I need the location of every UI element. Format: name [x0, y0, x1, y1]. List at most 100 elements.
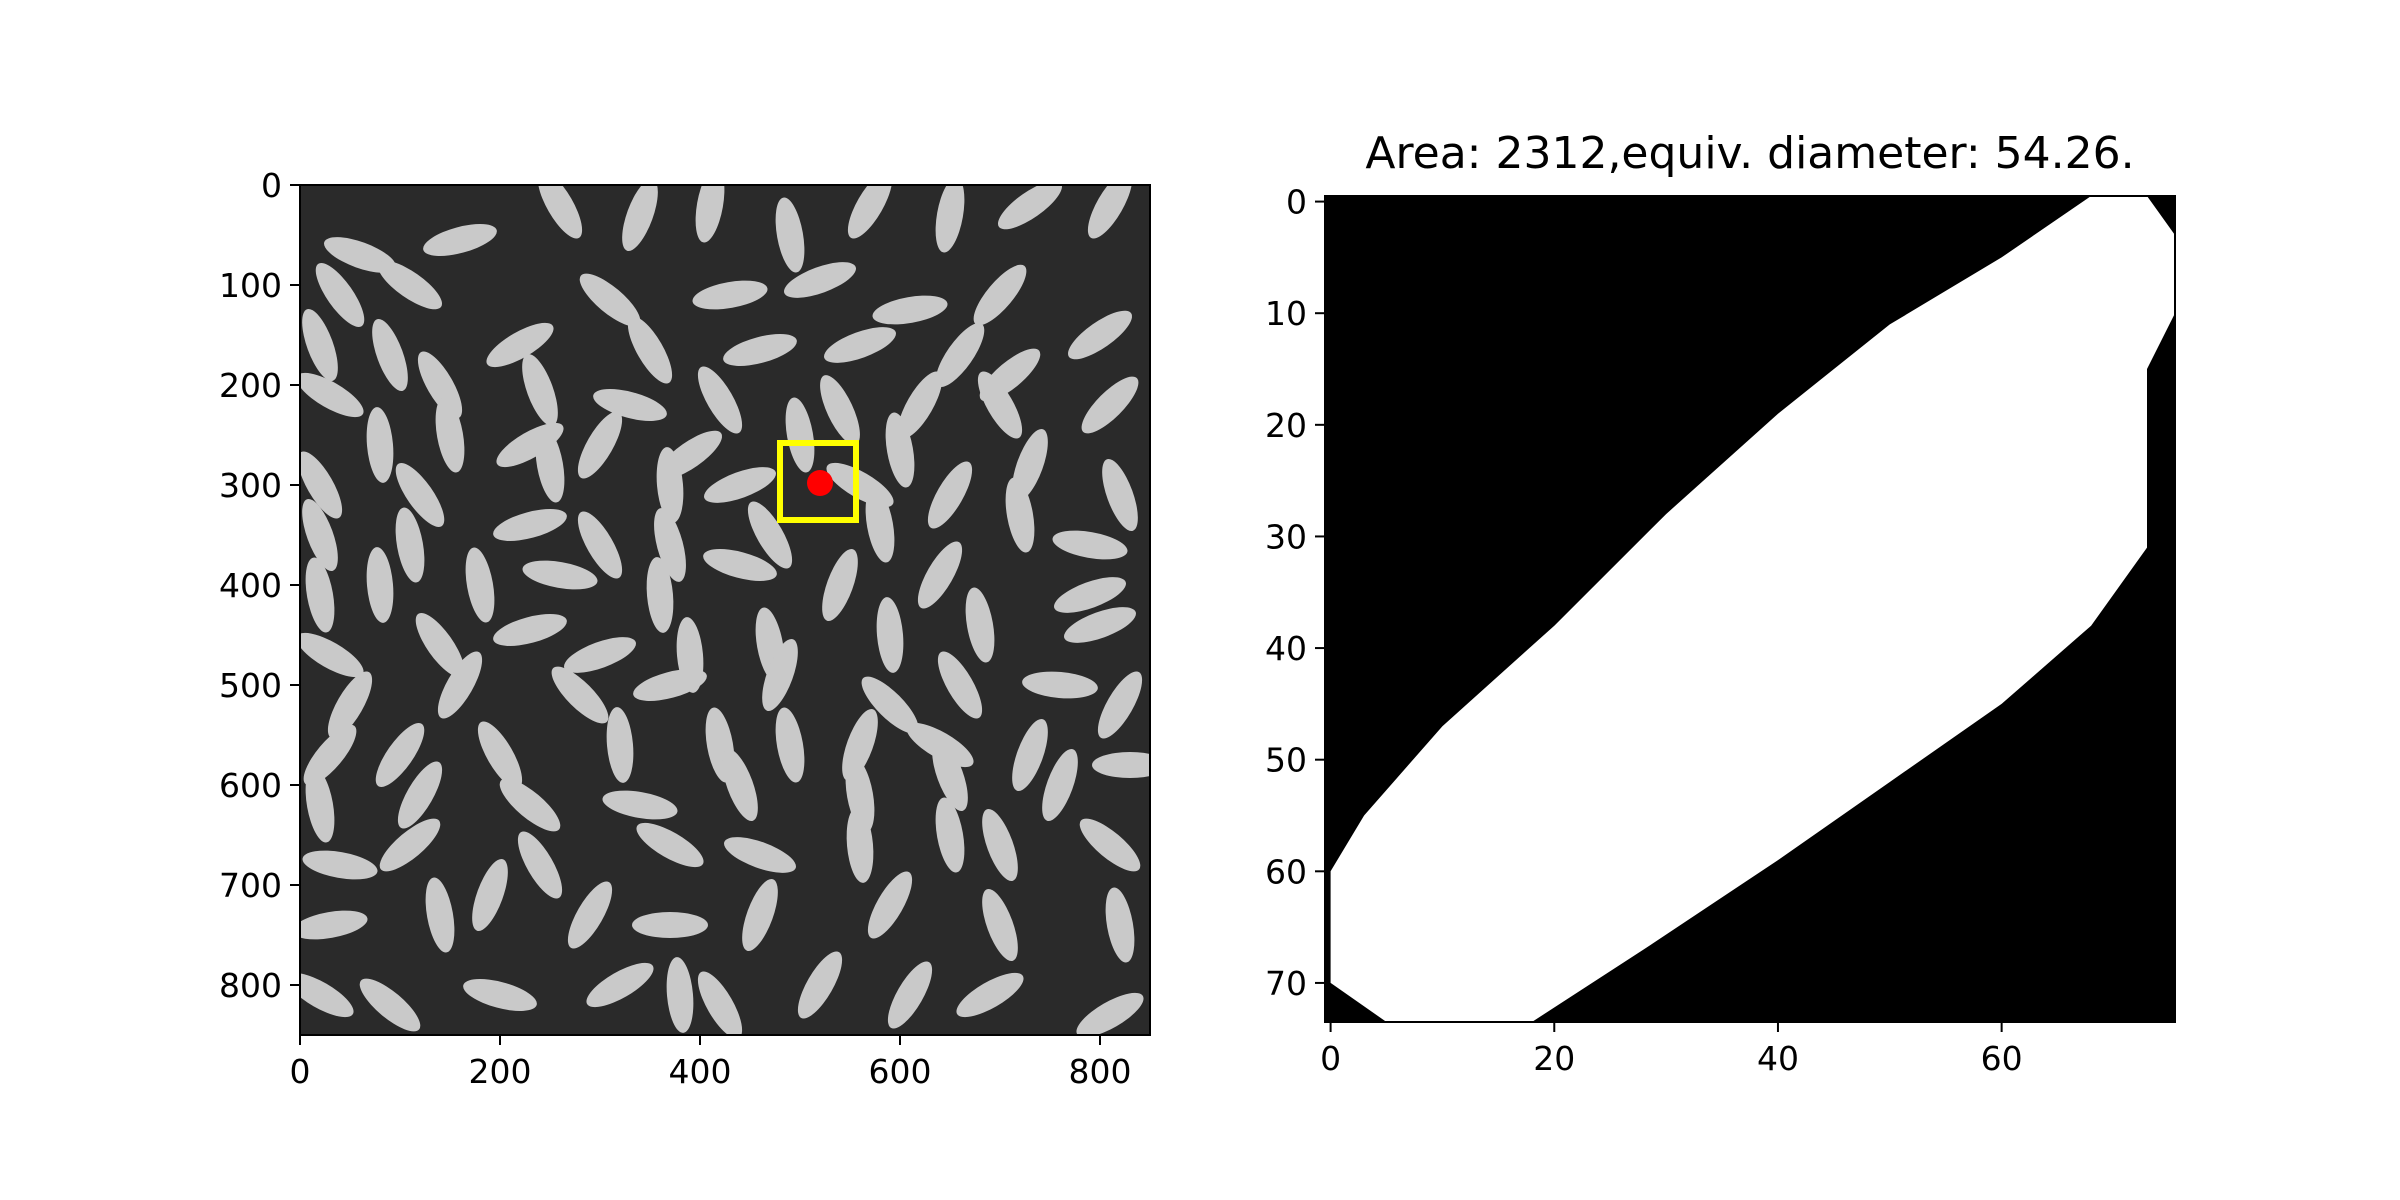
rice-grain: [723, 334, 797, 366]
image-panel: 0 200 400 600 800 0 100 200 300 400 500 600 700 800: [219, 166, 1151, 1091]
y-tick-label: 30: [1265, 517, 1307, 556]
rice-grain: [622, 185, 658, 251]
y-tick-label: 200: [219, 366, 282, 405]
rice-grain: [762, 639, 798, 711]
rice-grain: [522, 560, 598, 590]
rice-grain: [822, 549, 858, 621]
rice-grain: [593, 389, 667, 421]
rice-grain: [824, 327, 896, 363]
rice-grain: [425, 877, 455, 953]
x-tick-label: 200: [469, 1052, 532, 1091]
y-tick-label: 0: [261, 166, 282, 205]
rice-grain: [535, 427, 565, 503]
rice-grain: [606, 707, 634, 783]
rice-grain: [302, 309, 338, 381]
rice-grain: [300, 910, 368, 940]
mask-panel: Area: 2312,equiv. diameter: 54.26. 0 20 40…: [1265, 128, 2176, 1078]
rice-grain: [1105, 887, 1135, 963]
rice-grain: [463, 979, 537, 1011]
rice-grain: [417, 351, 463, 419]
rice-grain: [1054, 577, 1126, 613]
rice-grain: [785, 397, 815, 473]
rice-grain: [1042, 749, 1078, 821]
rice-grain: [377, 260, 443, 310]
rice-grain: [784, 262, 856, 298]
x-tick-label: 0: [1320, 1039, 1341, 1078]
rice-grain: [602, 790, 678, 820]
rice-grain: [315, 262, 365, 328]
x-tick-label: 0: [290, 1052, 311, 1091]
mask-title: Area: 2312,equiv. diameter: 54.26.: [1365, 128, 2134, 179]
rice-grain: [697, 971, 743, 1035]
rice-grain: [300, 632, 364, 678]
rice-grain: [932, 739, 968, 811]
rice-grain: [1012, 719, 1048, 791]
rice-grain: [305, 767, 335, 843]
x-tick-label: 400: [669, 1052, 732, 1091]
rice-grain: [551, 666, 609, 724]
rice-grain: [366, 407, 394, 483]
x-axis-ticks: 0 20 40 60: [1320, 1022, 2023, 1078]
rice-grain: [973, 264, 1027, 326]
rice-grain: [867, 871, 913, 939]
rice-grain: [956, 972, 1024, 1018]
rice-grain: [477, 721, 523, 789]
rice-grain: [437, 651, 483, 719]
rice-grain: [302, 850, 378, 880]
rice-grain: [359, 978, 421, 1032]
y-tick-label: 700: [219, 866, 282, 905]
rice-grain: [300, 451, 343, 519]
rice-grain: [327, 671, 373, 739]
rice-grain: [820, 375, 860, 445]
rice-grain: [703, 549, 777, 581]
y-tick-label: 20: [1265, 406, 1307, 445]
rice-grain: [747, 501, 793, 569]
rice-grain: [537, 185, 583, 239]
rice-grain: [1064, 607, 1136, 643]
rice-grain: [965, 587, 995, 663]
mask-region: [1330, 196, 2175, 1022]
y-tick-label: 50: [1265, 741, 1307, 780]
rice-grain: [1087, 185, 1133, 239]
rice-grain: [897, 371, 943, 439]
x-tick-label: 800: [1069, 1052, 1132, 1091]
rice-grain: [977, 371, 1023, 439]
rice-grain: [697, 366, 743, 434]
y-tick-label: 60: [1265, 852, 1307, 891]
rice-grain: [876, 597, 904, 673]
y-tick-label: 600: [219, 766, 282, 805]
rice-grain: [577, 411, 623, 479]
x-tick-label: 40: [1757, 1039, 1799, 1078]
rice-grain: [1079, 818, 1141, 872]
rice-grain: [861, 676, 919, 734]
y-tick-label: 500: [219, 666, 282, 705]
rice-grain: [935, 322, 985, 388]
y-tick-label: 300: [219, 466, 282, 505]
rice-grain: [982, 889, 1018, 961]
rice-grain: [982, 809, 1018, 881]
rice-grain: [666, 957, 694, 1033]
rice-grain: [724, 837, 796, 873]
rice-grain: [632, 912, 708, 938]
rice-grain: [435, 397, 465, 473]
rice-grain: [493, 614, 567, 646]
rice-grain: [324, 237, 396, 273]
rice-grain: [375, 722, 425, 788]
y-tick-label: 0: [1286, 183, 1307, 222]
rice-grain: [379, 818, 441, 872]
rice-grain: [397, 761, 443, 829]
image-frame: [299, 184, 1151, 1036]
selected-point-marker: [807, 470, 833, 496]
rice-grain: [302, 499, 338, 571]
y-axis-ticks: 0 10 20 30 40 50 60 70: [1265, 183, 1325, 1003]
y-tick-label: 100: [219, 266, 282, 305]
rice-grain: [586, 962, 654, 1008]
y-tick-label: 400: [219, 566, 282, 605]
rice-grain: [366, 547, 394, 623]
rice-grain: [887, 961, 933, 1029]
rice-grain-layer: [300, 185, 1150, 1035]
rice-grain: [1102, 459, 1138, 531]
rice-grain: [1097, 671, 1143, 739]
rice-grain: [654, 508, 686, 582]
